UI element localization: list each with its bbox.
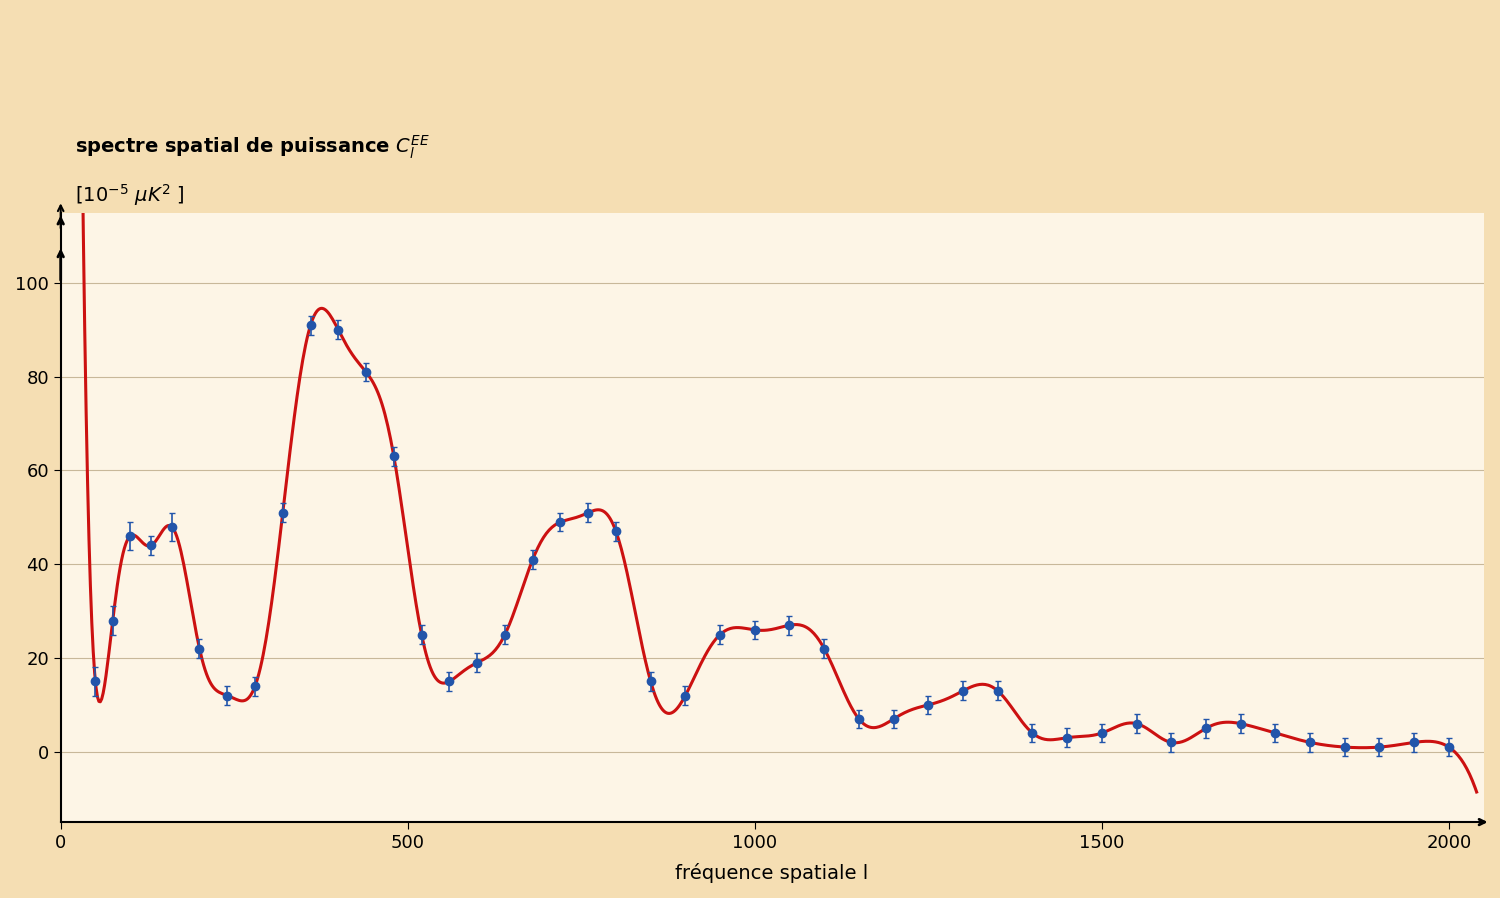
Text: spectre spatial de puissance $C_l^{EE}$: spectre spatial de puissance $C_l^{EE}$ — [75, 134, 430, 161]
X-axis label: fréquence spatiale l: fréquence spatiale l — [675, 863, 868, 883]
Text: $[10^{-5}\ \mu K^2\ ]$: $[10^{-5}\ \mu K^2\ ]$ — [75, 182, 184, 208]
